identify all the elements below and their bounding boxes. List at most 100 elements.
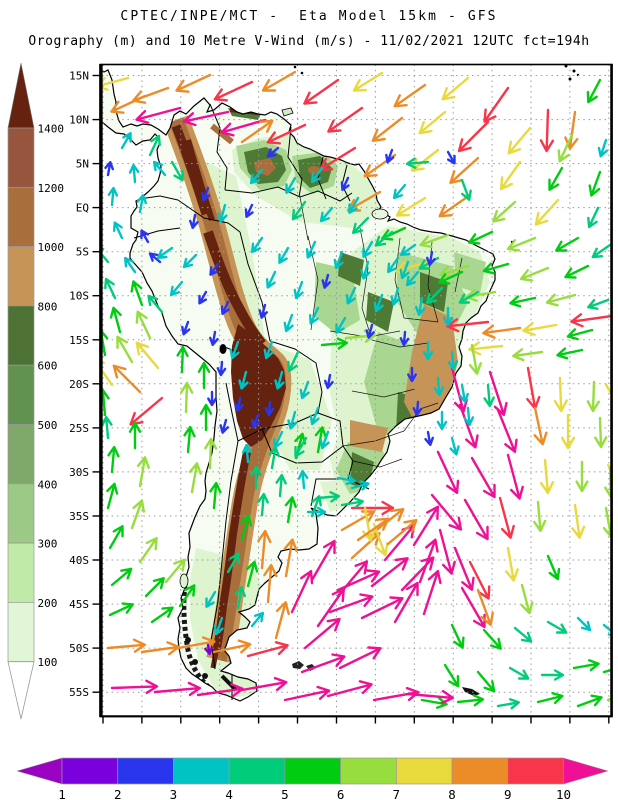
wind-vector [152,160,167,177]
wind-vector [324,373,334,389]
wind-vector [430,493,463,531]
wind-vector [370,557,409,588]
wind-vector [176,345,189,374]
wind-vector [482,262,510,275]
wind-vector [586,78,602,104]
wind-vector [240,514,253,542]
wind-vector [294,436,308,458]
elevation-below-arrow [7,661,35,720]
elevation-segment [7,542,35,603]
wind-vector [207,390,217,407]
wind-vector [107,445,120,474]
wind-vector [373,293,384,313]
wind-vector [438,528,456,575]
wind-vector [453,546,475,591]
wind-vector [336,560,369,598]
wind-vector [450,623,465,649]
wind-vector [575,460,589,493]
wind-speed-colorbar: 1 2 3 4 5 6 7 8 9 10 [16,757,609,800]
wind-vector [496,408,518,453]
chart-title: CPTEC/INPE/MCT - Eta Model 15km - GFS [120,9,498,24]
wind-vector [226,552,240,574]
wind-vector [116,335,134,364]
wind-vector [390,286,401,306]
lat-tick-label: 5S [76,246,89,259]
coastline [100,69,496,702]
wind-vector [602,668,612,674]
lat-tick-label: 15N [69,70,89,83]
wind-vector [251,413,261,429]
patagonia-fjords [181,577,214,692]
wind-vector [505,546,519,582]
wind-vector [106,482,119,510]
wind-vector [610,584,612,589]
elevation-segment [7,186,35,247]
lat-tick-label: 55S [69,686,89,699]
map-plot: 15N 10N 5N EQ 5S 10S 15S 20S 25S 30S 35S 40S 45S 50S 5… [69,63,618,728]
wind-vector [106,638,147,653]
wind-vector [433,376,445,397]
wind-vector [335,316,347,334]
wind-vector [321,273,331,289]
wind-vector [266,146,280,158]
wind-vector [419,233,450,248]
elevation-tick-label: 200 [38,597,58,610]
wind-vector [272,430,284,449]
wind-vector [412,400,423,417]
wind-vector [468,560,491,600]
wind-vector [509,295,537,308]
wind-vector [244,203,254,218]
wind-vector [148,252,162,264]
wind-vector [274,601,290,640]
wind-vector [438,193,472,218]
wind-vector [101,415,113,440]
lat-tick-label: 20S [69,378,89,391]
wind-vector [246,641,289,658]
wind-vector [520,583,534,615]
wind-below-arrow [16,757,63,785]
wind-vector [399,260,410,280]
elevation-segment [7,483,35,544]
wind-vector [305,240,317,259]
wind-vector [534,198,560,226]
lat-tick-label: 10S [69,290,89,303]
wind-vector [468,343,482,375]
lat-tick-label: 45S [69,598,89,611]
wind-vector [290,570,314,614]
wind-vector [219,418,229,434]
wind-vector [412,505,439,547]
wind-vector [147,294,164,314]
wind-vector [261,70,297,92]
wind-vector [446,150,456,165]
wind-vector [136,456,150,488]
elevation-segment [7,424,35,485]
wind-vector [533,406,548,446]
wind-vector [458,383,469,403]
elevation-segment [7,127,35,188]
lon-tick-label: 35W [482,727,502,728]
wind-vector [153,681,201,697]
wind-vector [456,694,485,707]
wind-vector [209,262,220,276]
wind-vector [392,183,407,200]
lon-tick-label: 20W [599,727,618,728]
wind-vectors [100,70,612,710]
wind-vector [556,347,584,360]
lat-tick-label: 35S [69,510,89,523]
wind-vector [449,436,460,456]
wind-tick-label: 1 [58,787,66,800]
wind-vector [546,620,568,634]
wind-vector [306,506,327,518]
elevation-tick-label: 1400 [38,123,65,136]
wind-tick-label: 7 [393,787,401,800]
wind-vector [258,303,268,319]
wind-vector [287,410,298,430]
wind-vector [385,148,395,164]
wind-vector [205,590,217,608]
wind-vector [291,200,307,221]
wind-vector [274,370,285,390]
wind-vector [241,443,253,464]
lon-tick-label: 80W [132,727,152,728]
wind-vector [426,286,444,304]
lat-tick-label: 25S [69,422,89,435]
